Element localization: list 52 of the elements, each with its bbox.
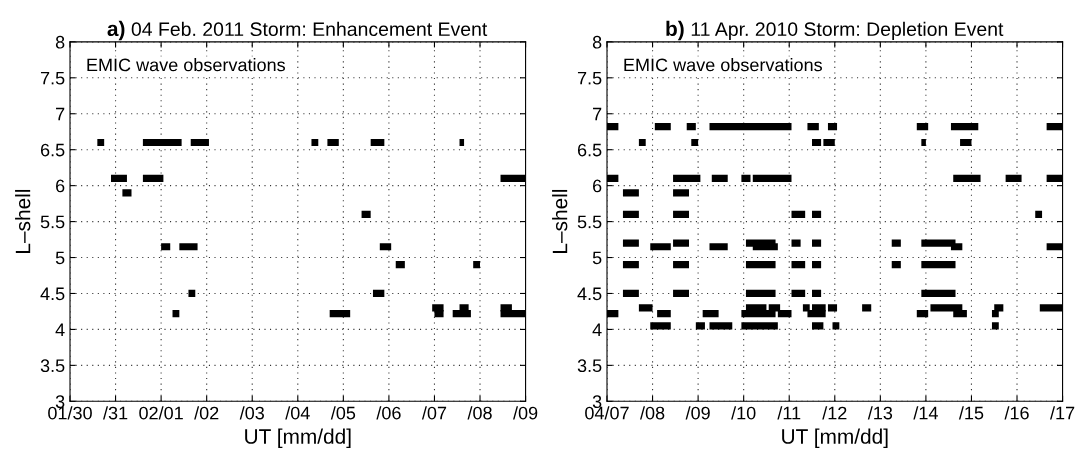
y-tick-label: 4 <box>592 323 602 336</box>
x-tick-label: /09 <box>685 406 710 420</box>
x-tick-label: /05 <box>330 406 356 420</box>
y-tick-label: 5.5 <box>40 215 65 229</box>
x-tick-label: 02/01 <box>139 406 183 420</box>
x-tick-label: 04/07 <box>585 406 629 420</box>
x-tick-label: /02 <box>194 406 219 420</box>
y-tick-label: 4.5 <box>577 287 602 301</box>
y-tick-label: 8 <box>55 35 65 49</box>
y-axis-title: L–shell <box>15 189 31 253</box>
x-tick-label: /13 <box>867 406 893 420</box>
x-tick-label: /08 <box>467 406 492 420</box>
x-tick-label: /15 <box>958 406 984 420</box>
x-tick-label: /04 <box>285 406 310 420</box>
x-axis-title: UT [mm/dd] <box>245 428 351 448</box>
annotation: EMIC wave observations <box>624 58 822 72</box>
y-tick-label: 6.5 <box>40 143 65 157</box>
y-tick-label: 3.5 <box>40 359 65 373</box>
chart-title: b) 11 Apr. 2010 Storm: Depletion Event <box>666 20 1004 41</box>
y-tick-label: 3.5 <box>577 359 602 373</box>
y-tick-label: 3 <box>55 395 65 409</box>
y-tick-label: 6 <box>593 179 602 193</box>
x-axis-title: UT [mm/dd] <box>782 428 888 448</box>
y-tick-label: 3 <box>592 395 602 409</box>
y-tick-label: 5.5 <box>577 215 602 229</box>
y-axis-title: L–shell <box>552 189 568 253</box>
x-tick-label: /12 <box>822 406 847 420</box>
y-tick-label: 5 <box>592 251 602 265</box>
x-tick-label: /10 <box>731 406 756 420</box>
y-tick-label: 5 <box>55 251 65 265</box>
x-tick-label: /16 <box>1004 406 1029 420</box>
x-tick-label: /07 <box>421 406 447 420</box>
y-tick-label: 7.5 <box>577 71 602 85</box>
x-tick-label: /08 <box>640 406 665 420</box>
y-tick-label: 7 <box>56 107 65 121</box>
y-tick-label: 6 <box>56 179 65 193</box>
x-tick-label: /11 <box>777 406 801 420</box>
y-tick-label: 7 <box>593 107 602 121</box>
x-tick-label: 01/30 <box>48 406 92 420</box>
annotation: EMIC wave observations <box>87 58 285 72</box>
x-tick-label: /31 <box>103 406 128 420</box>
x-tick-label: /06 <box>376 406 401 420</box>
x-tick-label: /09 <box>513 406 538 420</box>
y-tick-label: 7.5 <box>40 71 65 85</box>
x-tick-label: /14 <box>913 406 938 420</box>
chart-title: a) 04 Feb. 2011 Storm: Enhancement Event <box>107 20 488 41</box>
y-tick-label: 8 <box>592 35 602 49</box>
y-tick-label: 4.5 <box>40 287 65 301</box>
y-tick-label: 6.5 <box>577 143 602 157</box>
x-tick-label: /03 <box>239 406 264 420</box>
y-tick-label: 4 <box>55 323 65 336</box>
x-tick-label: /17 <box>1050 406 1075 420</box>
